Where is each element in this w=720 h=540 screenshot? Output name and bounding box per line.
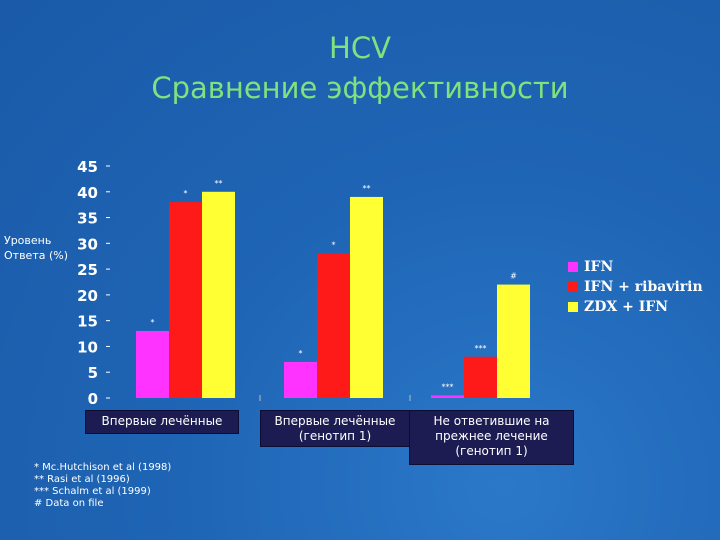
bar-annotation: * — [332, 241, 336, 250]
category-label-line: (генотип 1) — [298, 429, 372, 443]
category-label-line: прежнее лечение — [435, 429, 548, 443]
bar-annotation: ** — [215, 179, 223, 188]
y-tick-label: 25 — [77, 261, 98, 279]
bar-zdx-ifn — [202, 191, 235, 398]
legend-swatch — [568, 282, 578, 292]
footnotes: * Mc.Hutchison et al (1998) ** Rasi et a… — [34, 462, 171, 510]
category-label-line: Не ответившие на — [433, 414, 550, 428]
bar-ifn-ribavirin — [464, 356, 497, 398]
bar-annotation: * — [299, 349, 303, 358]
y-tick-label: 5 — [88, 364, 98, 382]
slide-title: HCV Сравнение эффективности — [0, 28, 720, 108]
legend-item: ZDX + IFN — [568, 297, 703, 317]
category-label-line: Впервые лечённые — [274, 414, 396, 428]
bar-annotation: ** — [363, 184, 371, 193]
legend-swatch — [568, 262, 578, 272]
y-axis-label: Уровень Ответа (%) — [4, 233, 84, 263]
y-tick-label: 40 — [77, 184, 98, 202]
bar-zdx-ifn — [350, 196, 383, 398]
bar-annotation: * — [151, 318, 155, 327]
y-axis-label-line-1: Уровень — [4, 234, 52, 247]
title-line-2: Сравнение эффективности — [151, 71, 569, 105]
y-tick-label: 45 — [77, 158, 98, 176]
legend-swatch — [568, 302, 578, 312]
y-tick-label: 20 — [77, 287, 98, 305]
category-label-box: Впервые лечённые — [85, 410, 239, 434]
footnote-4: # Data on file — [34, 498, 104, 509]
bar-annotation: *** — [475, 344, 487, 353]
category-label-line: (генотип 1) — [455, 444, 528, 458]
footnote-3: *** Schalm et al (1999) — [34, 486, 151, 497]
y-tick-label: 0 — [88, 390, 98, 408]
bar-ifn-ribavirin — [169, 202, 202, 398]
bar-annotation: # — [510, 272, 517, 281]
legend-item: IFN — [568, 257, 703, 277]
y-tick-label: 10 — [77, 338, 98, 356]
legend-label: IFN — [584, 259, 614, 275]
category-label-box: Впервые лечённые (генотип 1) — [260, 410, 410, 447]
footnote-1: * Mc.Hutchison et al (1998) — [34, 462, 172, 473]
bar-ifn — [284, 361, 317, 398]
bar-ifn — [431, 395, 464, 398]
legend-label: ZDX + IFN — [584, 299, 668, 315]
y-tick-label: 30 — [77, 235, 98, 253]
legend-item: IFN + ribavirin — [568, 277, 703, 297]
bar-zdx-ifn — [497, 284, 530, 398]
bar-annotation: * — [184, 189, 188, 198]
category-label-box: Не ответившие на прежнее лечение (генотип … — [409, 410, 574, 465]
legend: IFN IFN + ribavirin ZDX + IFN — [568, 257, 703, 317]
title-line-1: HCV — [329, 31, 391, 65]
y-tick-label: 35 — [77, 210, 98, 228]
bar-ifn — [136, 330, 169, 398]
bar-annotation: *** — [442, 382, 454, 391]
footnote-2: ** Rasi et al (1996) — [34, 474, 130, 485]
legend-label: IFN + ribavirin — [584, 279, 703, 295]
category-label-line: Впервые лечённые — [101, 414, 223, 428]
bar-ifn-ribavirin — [317, 253, 350, 398]
y-tick-label: 15 — [77, 313, 98, 331]
y-axis-label-line-2: Ответа (%) — [4, 249, 68, 262]
